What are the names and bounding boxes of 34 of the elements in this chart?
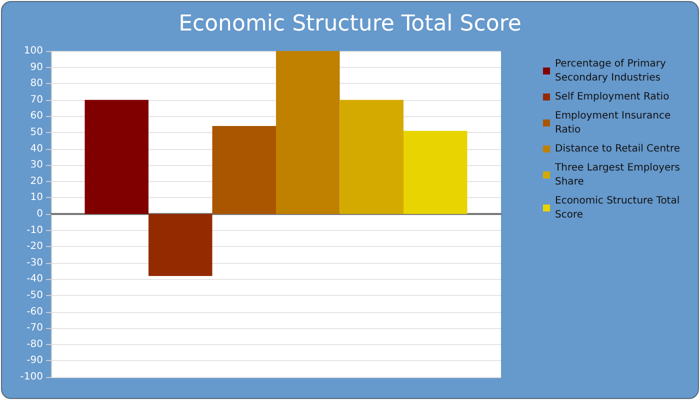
legend-label: Distance to Retail Centre: [555, 144, 680, 154]
y-tick-label: 10: [30, 192, 43, 204]
y-tick-label: 70: [30, 94, 43, 106]
chart-title: Economic Structure Total Score: [178, 12, 522, 36]
y-tick-label: 30: [30, 160, 43, 171]
bar: [404, 130, 468, 214]
bar: [276, 51, 340, 214]
y-tick-label: -80: [26, 338, 43, 350]
y-tick-label: -90: [26, 355, 43, 366]
y-tick-label: 80: [30, 78, 43, 90]
y-tick-label: -30: [26, 257, 43, 268]
bar: [84, 100, 148, 214]
y-tick-label: -20: [26, 241, 43, 252]
y-tick-label: 60: [30, 110, 43, 122]
legend-label: Three Largest Employers Share: [554, 162, 684, 188]
legend-label: Percentage of Primary Secondary Industries: [555, 58, 670, 84]
y-tick-label: 50: [30, 127, 43, 138]
y-tick-label: 40: [30, 143, 43, 154]
y-tick-label: -10: [26, 224, 43, 236]
bar: [340, 100, 404, 214]
legend-label: Economic Structure Total Score: [555, 196, 683, 220]
y-tick-label: 20: [30, 176, 43, 187]
legend-label: Employment Insurance Ratio: [555, 110, 674, 136]
y-tick-label: 100: [24, 46, 43, 56]
y-tick-label: -50: [26, 290, 43, 301]
y-tick-label: -100: [20, 372, 43, 382]
legend-label: Self Employment Ratio: [555, 92, 670, 102]
bar: [212, 126, 276, 214]
y-tick-label: -60: [26, 306, 43, 318]
y-tick-label: -70: [26, 322, 43, 334]
bar: [148, 214, 212, 276]
y-tick-label: 90: [30, 62, 43, 73]
y-tick-label: -40: [26, 274, 43, 285]
y-tick-label: 0: [36, 208, 43, 220]
